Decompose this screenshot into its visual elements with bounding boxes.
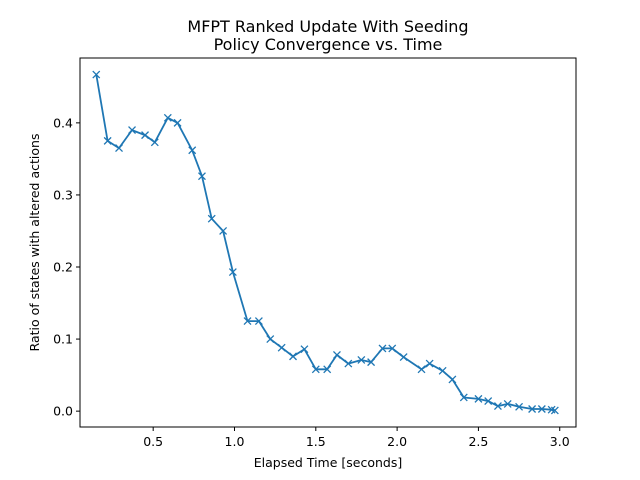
x-tick-label: 1.0 xyxy=(225,434,245,449)
data-point-marker xyxy=(357,356,366,364)
data-point-marker xyxy=(344,359,353,368)
data-point-marker xyxy=(503,399,512,408)
data-point-marker xyxy=(425,359,434,368)
x-tick-label: 0.5 xyxy=(143,434,163,449)
y-axis-ticks: 0.0 0.1 0.2 0.3 0.4 xyxy=(53,115,80,419)
data-point-marker xyxy=(484,397,493,406)
data-point-marker xyxy=(459,393,468,402)
data-point-marker xyxy=(388,344,397,353)
data-point-marker xyxy=(493,402,502,411)
x-tick-label: 2.5 xyxy=(468,434,488,449)
data-point-marker xyxy=(438,366,447,375)
data-point-marker xyxy=(128,126,136,135)
data-point-marker xyxy=(266,335,275,344)
data-point-marker xyxy=(277,343,286,352)
plot-area xyxy=(80,58,576,427)
y-tick-label: 0.2 xyxy=(53,260,73,275)
y-axis-label: Ratio of states with altered actions xyxy=(27,134,42,352)
data-point-marker xyxy=(254,317,263,326)
y-tick-label: 0.0 xyxy=(53,404,73,419)
data-point-marker xyxy=(399,353,408,362)
data-point-marker xyxy=(289,352,297,361)
data-point-marker xyxy=(219,227,228,235)
series-layer xyxy=(92,70,559,415)
x-axis-label: Elapsed Time [seconds] xyxy=(254,455,403,470)
y-tick-label: 0.1 xyxy=(53,332,73,347)
data-point-marker xyxy=(550,406,559,415)
y-tick-label: 0.4 xyxy=(53,115,73,130)
data-point-marker xyxy=(528,405,537,413)
plot-frame xyxy=(79,57,577,428)
y-tick-label: 0.3 xyxy=(53,187,73,202)
data-point-marker xyxy=(92,70,101,79)
data-point-marker xyxy=(515,402,524,411)
data-point-marker xyxy=(243,317,252,326)
chart-title-line-2: Policy Convergence vs. Time xyxy=(214,35,443,54)
data-point-marker xyxy=(537,405,546,413)
data-point-marker xyxy=(311,365,320,374)
x-axis-ticks: 0.5 1.0 1.5 2.0 2.5 3.0 xyxy=(143,427,570,449)
data-point-marker xyxy=(198,172,206,181)
data-point-marker xyxy=(417,365,426,374)
x-tick-label: 2.0 xyxy=(387,434,407,449)
data-point-marker xyxy=(228,268,237,277)
data-point-marker xyxy=(378,344,387,353)
data-point-marker xyxy=(150,138,159,147)
x-tick-label: 1.5 xyxy=(306,434,326,449)
chart-title-line-1: MFPT Ranked Update With Seeding xyxy=(187,17,468,36)
data-point-marker xyxy=(141,131,150,140)
data-point-marker xyxy=(173,118,182,127)
data-point-marker xyxy=(323,365,332,374)
data-point-marker xyxy=(103,136,112,145)
data-point-marker xyxy=(163,113,172,122)
data-point-marker xyxy=(474,394,483,403)
data-point-marker xyxy=(300,345,309,354)
data-point-marker xyxy=(332,350,341,359)
data-point-marker xyxy=(207,214,216,223)
data-point-marker xyxy=(115,144,123,153)
x-tick-label: 3.0 xyxy=(550,434,570,449)
data-point-marker xyxy=(448,375,457,384)
data-point-marker xyxy=(188,146,197,155)
data-point-marker xyxy=(367,358,376,367)
